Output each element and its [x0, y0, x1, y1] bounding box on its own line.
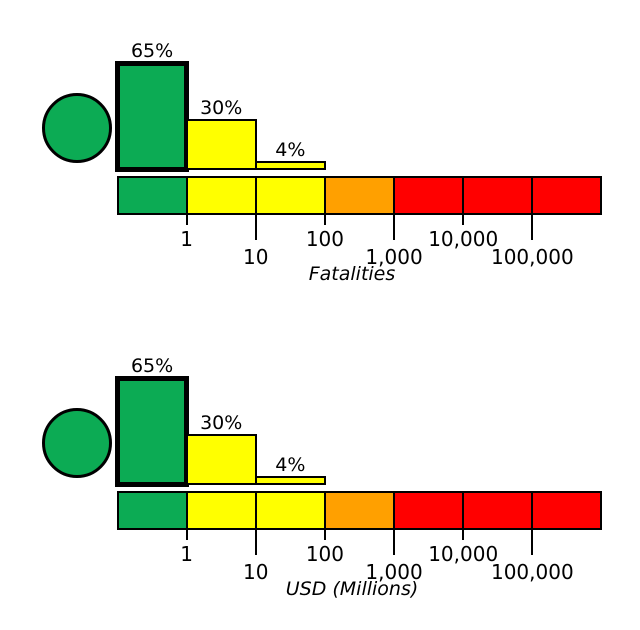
x-tick-line — [531, 530, 534, 555]
x-axis-label: Fatalities — [308, 263, 396, 285]
bar-<1 — [115, 60, 190, 172]
x-tick-line — [323, 215, 326, 225]
x-tick-line — [185, 215, 188, 225]
x-tick-label: 100 — [305, 542, 345, 566]
scale-cell-red — [393, 176, 465, 215]
x-tick-label: 10,000 — [428, 542, 499, 566]
x-axis-label: USD (Millions) — [285, 578, 419, 600]
x-tick-line — [393, 530, 396, 555]
x-tick-label: 10 — [243, 560, 269, 584]
x-tick-label: 100,000 — [490, 560, 574, 584]
scale-cell-yellow — [185, 176, 257, 215]
scale-cell-red — [531, 176, 603, 215]
x-tick-line — [393, 215, 396, 240]
scale-cell-red — [462, 176, 534, 215]
x-tick-line — [531, 215, 534, 240]
x-tick-line — [254, 215, 257, 240]
x-tick-label: 10,000 — [428, 227, 499, 251]
x-tick-label: 1 — [180, 227, 194, 251]
scale-cell-red — [393, 491, 465, 530]
x-tick-label: 10 — [243, 245, 269, 269]
x-tick-line — [185, 530, 188, 540]
bar-value-label: 4% — [275, 454, 306, 477]
scale-cell-green — [116, 491, 188, 530]
x-tick-label: 100,000 — [490, 245, 574, 269]
scale-cell-green — [116, 176, 188, 215]
bar-value-label: 30% — [200, 97, 243, 120]
x-tick-line — [462, 530, 465, 540]
bar-10-100 — [254, 476, 326, 485]
x-tick-label: 1 — [180, 542, 194, 566]
scale-cell-orange — [323, 176, 396, 215]
scale-cell-red — [531, 491, 603, 530]
x-tick-label: 1,000 — [365, 245, 423, 269]
x-tick-label: 1,000 — [365, 560, 423, 584]
scale-cell-orange — [323, 491, 396, 530]
chart-fatalities: Fatalities 65% 30% 4% 1 10 100 1,000 10,000 100,… — [42, 40, 603, 285]
scale-cell-yellow — [185, 491, 257, 530]
bar-value-label: 4% — [275, 139, 306, 162]
bar-<1 — [115, 375, 190, 487]
status-marker-circle — [42, 93, 112, 163]
status-marker-circle — [42, 408, 112, 478]
bar-1-10 — [185, 119, 257, 170]
x-tick-line — [462, 215, 465, 225]
x-tick-label: 100 — [305, 227, 345, 251]
bar-value-label: 30% — [200, 412, 243, 435]
bar-value-label: 65% — [130, 40, 174, 62]
chart-usd-millions: USD (Millions) 65% 30% 4% 1 10 100 1,000 10,000… — [0, 315, 640, 630]
scale-cell-red — [462, 491, 534, 530]
bar-1-10 — [185, 434, 257, 485]
bar-10-100 — [254, 161, 326, 170]
x-tick-line — [254, 530, 257, 555]
scale-cell-yellow — [254, 491, 326, 530]
scale-cell-yellow — [254, 176, 326, 215]
bar-value-label: 65% — [130, 355, 174, 377]
x-tick-line — [323, 530, 326, 540]
